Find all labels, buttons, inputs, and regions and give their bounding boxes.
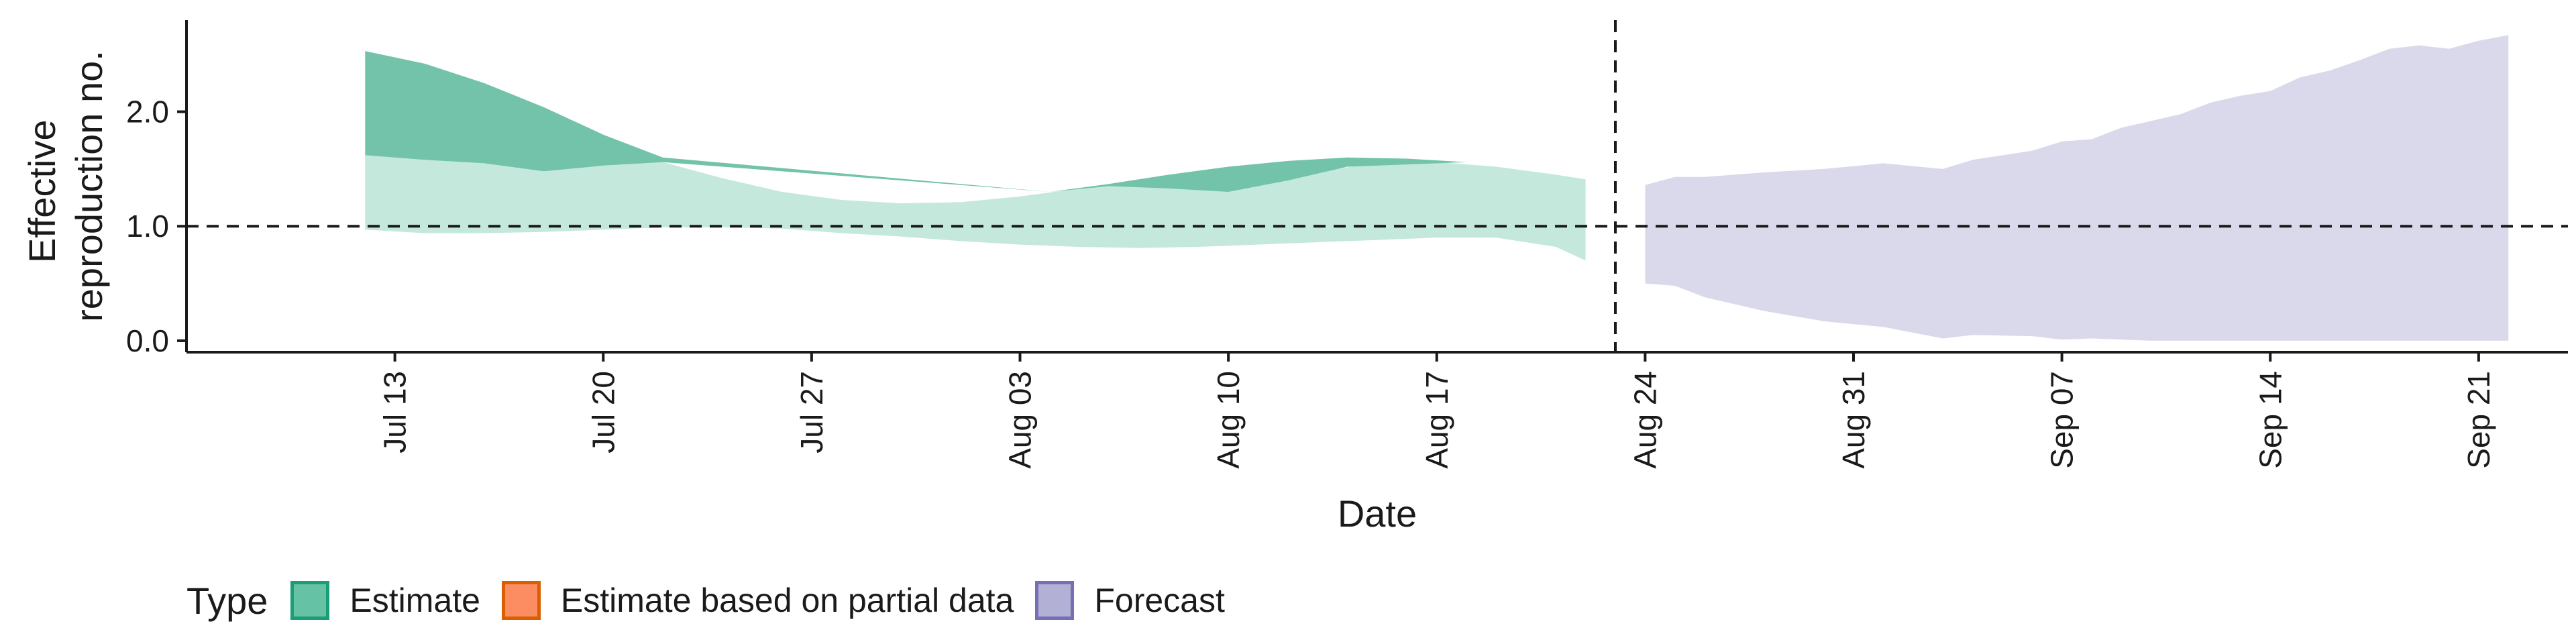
legend-key-forecast xyxy=(1035,581,1075,620)
y-tick-label: 0.0 xyxy=(126,323,169,358)
x-tick-label: Sep 21 xyxy=(2461,371,2496,469)
x-ticks: Jul 13 Jul 20 Jul 27 Aug 03 Aug 10 Aug 17 Aug … xyxy=(378,352,2496,469)
x-axis-title: Date xyxy=(1338,492,1417,535)
x-tick-label: Sep 14 xyxy=(2253,371,2288,469)
axes xyxy=(185,20,2568,354)
y-axis-title-line-2: reproduction no. xyxy=(68,50,110,322)
chart: Jul 13 Jul 20 Jul 27 Aug 03 Aug 10 Aug 17 Aug … xyxy=(21,20,2568,535)
legend-key-estimate xyxy=(290,581,330,620)
legend-label-partial: Estimate based on partial data xyxy=(560,582,1014,619)
legend-item-estimate: Estimate xyxy=(290,581,480,620)
legend-title: Type xyxy=(186,579,268,622)
x-tick-label: Sep 07 xyxy=(2045,371,2080,469)
band-estimate-outer xyxy=(365,155,1586,261)
legend-label-estimate: Estimate xyxy=(350,582,480,619)
legend-item-forecast: Forecast xyxy=(1035,581,1225,620)
x-tick-label: Aug 10 xyxy=(1211,371,1246,469)
x-tick-label: Jul 20 xyxy=(586,371,621,453)
x-tick-label: Jul 27 xyxy=(794,371,829,453)
x-tick-label: Aug 24 xyxy=(1627,371,1662,469)
y-axis-title-line-1: Effective xyxy=(21,119,63,263)
band-estimate-inner xyxy=(365,51,1467,192)
x-tick-label: Aug 03 xyxy=(1003,371,1038,469)
y-tick-label: 2.0 xyxy=(126,95,169,129)
x-tick-label: Aug 31 xyxy=(1836,371,1871,469)
y-axis-title: Effective reproduction no. xyxy=(21,50,110,322)
legend-key-partial xyxy=(501,581,541,620)
y-ticks: 0.0 1.0 2.0 xyxy=(126,95,186,358)
band-forecast-outer xyxy=(1645,35,2509,341)
legend: Type Estimate Estimate based on partial … xyxy=(186,577,1246,624)
y-tick-label: 1.0 xyxy=(126,209,169,244)
reference-lines xyxy=(186,20,2568,352)
x-tick-label: Aug 17 xyxy=(1419,371,1454,469)
legend-item-partial: Estimate based on partial data xyxy=(501,581,1014,620)
bands-layer xyxy=(365,35,2509,341)
x-tick-label: Jul 13 xyxy=(378,371,413,453)
legend-label-forecast: Forecast xyxy=(1094,582,1225,619)
